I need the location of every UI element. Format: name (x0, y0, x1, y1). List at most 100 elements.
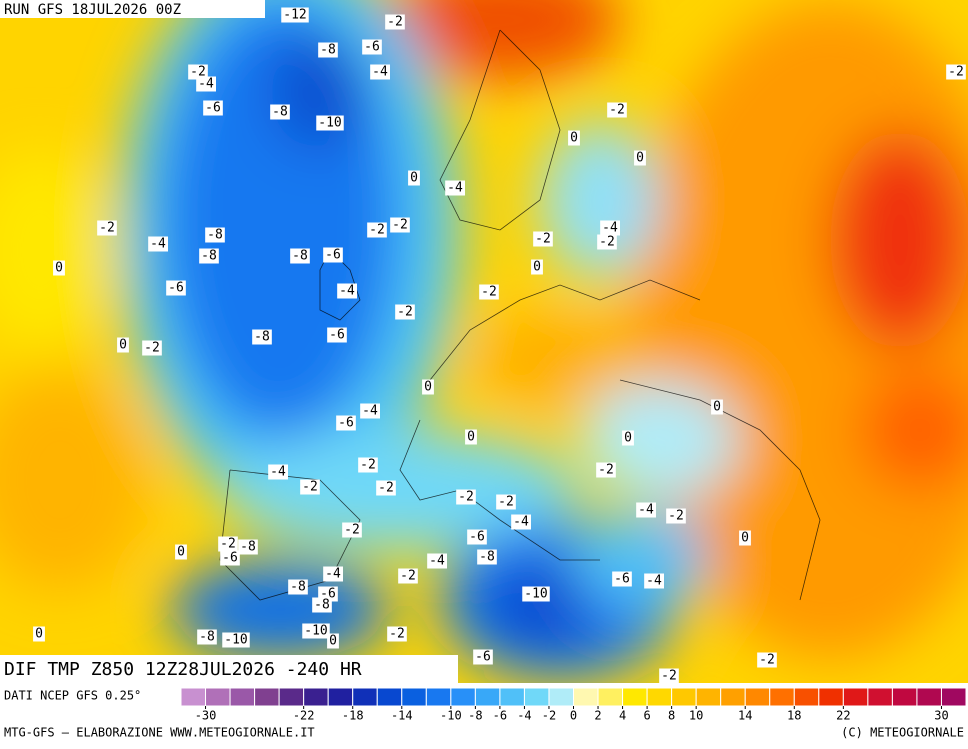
legend-swatch (401, 687, 427, 707)
legend-swatch (597, 687, 624, 707)
contour-label-text: -4 (372, 65, 388, 80)
contour-label-box (270, 104, 290, 120)
contour-label-text: -2 (99, 221, 115, 236)
contour-label: 0 (175, 544, 187, 560)
contour-label: -2 (97, 220, 117, 236)
contour-label-text: -8 (254, 330, 270, 345)
contour-label-text: -4 (429, 554, 445, 569)
contour-label: -8 (252, 329, 272, 345)
legend-swatch (818, 687, 844, 707)
contour-label-text: -2 (220, 537, 236, 552)
contour-label-box (387, 626, 407, 642)
contour-label-box (337, 283, 357, 299)
contour-label-text: -6 (329, 328, 345, 343)
contour-label-text: -6 (168, 281, 184, 296)
contour-label-text: -2 (344, 523, 360, 538)
contour-label-text: -2 (668, 509, 684, 524)
contour-label-text: -4 (638, 503, 654, 518)
contour-label-text: -8 (240, 540, 256, 555)
contour-label-box (175, 544, 187, 560)
contour-label: -6 (336, 415, 356, 431)
legend-swatch (793, 687, 820, 707)
contour-label-text: -2 (598, 463, 614, 478)
legend-tick-label: 18 (787, 709, 801, 723)
contour-label-box (456, 489, 476, 505)
legend-tick-label: -6 (493, 709, 507, 723)
contour-label: -10 (302, 623, 330, 639)
contour-label-box (281, 7, 309, 23)
legend-swatch (891, 687, 918, 707)
legend-swatch (376, 687, 403, 707)
contour-label-box (117, 337, 129, 353)
contour-label: -4 (268, 464, 288, 480)
contour-label: -12 (281, 7, 309, 23)
contour-label-box (358, 457, 378, 473)
contour-label-box (422, 379, 434, 395)
legend-swatch (916, 687, 942, 707)
contour-label: -8 (477, 549, 497, 565)
contour-label-box (600, 220, 620, 236)
contour-label-box (316, 115, 344, 131)
contour-label-box (477, 549, 497, 565)
contour-label: -2 (533, 231, 553, 247)
contour-label-text: -8 (314, 598, 330, 613)
contour-label-box (33, 626, 45, 642)
contour-label-box (252, 329, 272, 345)
contour-label-box (218, 536, 238, 552)
contour-label-box (511, 514, 531, 530)
legend-swatch (180, 687, 207, 707)
contour-label-text: -4 (150, 237, 166, 252)
contour-label-text: -2 (302, 480, 318, 495)
contour-label: -2 (666, 508, 686, 524)
contour-label: -6 (327, 327, 347, 343)
contour-label-box (496, 494, 516, 510)
contour-label-box (342, 522, 362, 538)
legend-swatch (229, 687, 256, 707)
legend-tick-label: -8 (468, 709, 482, 723)
title-box (0, 655, 458, 683)
legend-swatch (450, 687, 476, 707)
contour-label: -4 (644, 573, 664, 589)
contour-label-text: 0 (624, 431, 632, 446)
contour-label-box (711, 399, 723, 415)
contour-label-box (597, 234, 617, 250)
contour-label-box (268, 464, 288, 480)
contour-label-box (166, 280, 186, 296)
contour-label: -2 (496, 494, 516, 510)
contour-label-box (596, 462, 616, 478)
contour-label-text: 0 (55, 261, 63, 276)
contour-label-text: -2 (609, 103, 625, 118)
contour-label-text: -8 (290, 580, 306, 595)
contour-label-box (533, 231, 553, 247)
legend-tick-label: 10 (689, 709, 703, 723)
run-label: RUN GFS 18JUL2026 00Z (4, 2, 181, 18)
contour-label-box (203, 100, 223, 116)
contour-label-box (222, 632, 250, 648)
contour-labels: -12 -2-8 -6-4-2-4-2-6 -8-10-2000-4-2-4-8-8-… (33, 7, 966, 684)
contour-label-box (238, 539, 258, 555)
contour-label-box (290, 248, 310, 264)
contour-label-text: -2 (535, 232, 551, 247)
contour-label: 0 (408, 170, 420, 186)
contour-label-box (427, 553, 447, 569)
contour-label-box (467, 529, 487, 545)
contour-label-text: 0 (570, 131, 578, 146)
contour-label: -2 (387, 626, 407, 642)
contour-label-text: 0 (410, 171, 418, 186)
legend-swatch (303, 687, 329, 707)
legend-swatch (622, 687, 648, 707)
legend: -30 -22 -18 -14 -10 -8 -6 -4 -2 0 2 4 6 8 10 14 18 22 30 (180, 687, 967, 723)
contour-label-text: -8 (199, 630, 215, 645)
contour-label-box (197, 629, 217, 645)
legend-tick-label: 22 (836, 709, 850, 723)
contour-label-box (479, 284, 499, 300)
legend-tick-label: 8 (668, 709, 675, 723)
contour-label: -2 (385, 14, 405, 30)
contour-label: -6 (362, 39, 382, 55)
contour-label-box (312, 597, 332, 613)
footer-left: MTG-GFS — ELABORAZIONE WWW.METEOGIORNALE… (4, 726, 315, 740)
contour-label-box (622, 430, 634, 446)
contour-label: -2 (390, 217, 410, 233)
footer-right: (C) METEOGIORNALE (841, 726, 964, 740)
contour-label-box (612, 571, 632, 587)
